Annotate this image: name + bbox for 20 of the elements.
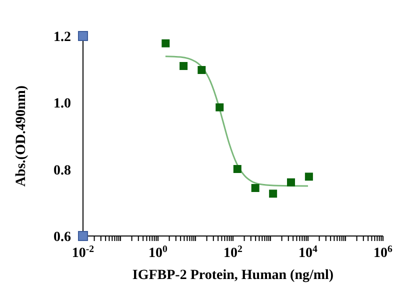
x-tick-label: 10$^{2}$	[224, 244, 243, 261]
point	[251, 184, 260, 192]
x-tick-label: 10$^{-2}$	[72, 244, 94, 261]
x-tick-label: 10$^{0}$	[148, 244, 168, 261]
y-tick-label: 1.2	[54, 30, 71, 45]
point	[198, 66, 206, 74]
point	[304, 172, 313, 181]
point	[162, 39, 170, 48]
point	[286, 178, 295, 186]
y-tick-label: 1.0	[54, 96, 71, 112]
point	[216, 103, 224, 112]
x-axis-title: IGFBP-2 Protein, Human (ng/ml)	[131, 268, 335, 284]
point	[233, 165, 242, 173]
y-tick-label: 0.8	[54, 163, 71, 178]
point	[269, 190, 278, 198]
y-axis-title: Abs.(OD.490nm)	[14, 85, 30, 187]
y-tick-label: 0.6	[54, 230, 71, 245]
x-tick-label: 10$^{6}$	[374, 244, 393, 261]
x-tick-label: 10$^{4}$	[298, 244, 318, 261]
point	[180, 62, 188, 70]
